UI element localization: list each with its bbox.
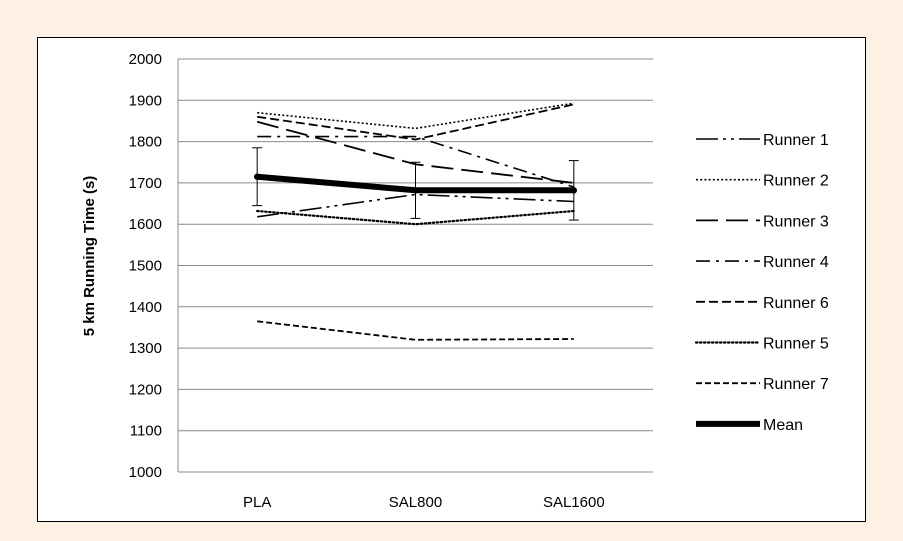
x-tick-label-sal800: SAL800 xyxy=(389,494,442,511)
x-tick-labels: PLA SAL800 SAL1600 xyxy=(243,494,605,511)
y-tick-labels: 1000 1100 1200 1300 1400 1500 1600 1700 1800 1900… xyxy=(129,51,162,481)
y-tick-label-1200: 1200 xyxy=(129,381,162,398)
y-tick-label-1700: 1700 xyxy=(129,175,162,192)
x-tick-label-sal1600: SAL1600 xyxy=(543,494,605,511)
error-bar-sal1600 xyxy=(568,160,579,221)
y-tick-label-1600: 1600 xyxy=(129,216,162,233)
y-tick-label-1100: 1100 xyxy=(130,423,162,440)
x-tick-label-pla: PLA xyxy=(243,494,271,511)
series-line-runner-7 xyxy=(257,320,574,341)
y-tick-label-1300: 1300 xyxy=(129,340,162,357)
y-axis-title: 5 km Running Time (s) xyxy=(81,176,98,337)
legend-label-runner-3: Runner 3 xyxy=(763,213,829,230)
legend-item-runner-2: Runner 2 xyxy=(696,173,829,190)
y-tick-label-2000: 2000 xyxy=(129,51,162,68)
legend-label-runner-5: Runner 5 xyxy=(763,336,829,353)
y-tick-label-1500: 1500 xyxy=(129,258,162,275)
legend-item-runner-4: Runner 4 xyxy=(696,254,829,271)
series-lines xyxy=(253,102,578,341)
legend: Runner 1 Runner 2 Runner 3 Runner 4 Runner 6… xyxy=(694,132,829,434)
y-tick-label-1900: 1900 xyxy=(129,92,162,109)
legend-label-runner-4: Runner 4 xyxy=(763,254,829,271)
series-line-runner-6 xyxy=(257,103,574,141)
y-tick-label-1800: 1800 xyxy=(129,134,162,151)
legend-label-runner-2: Runner 2 xyxy=(763,173,829,190)
series-line-runner-4 xyxy=(257,135,575,188)
series-line-runner-5 xyxy=(256,209,575,226)
chart-frame: 1000 1100 1200 1300 1400 1500 1600 1700 1800 1900… xyxy=(37,37,866,522)
legend-item-runner-3: Runner 3 xyxy=(696,213,829,230)
error-bars xyxy=(252,147,579,221)
legend-label-runner-6: Runner 6 xyxy=(763,295,829,312)
series-line-runner-1 xyxy=(257,193,574,218)
gridlines xyxy=(177,58,653,473)
legend-label-runner-1: Runner 1 xyxy=(763,132,829,149)
line-chart: 1000 1100 1200 1300 1400 1500 1600 1700 1800 1900… xyxy=(81,51,829,511)
series-line-runner-2 xyxy=(257,102,574,130)
legend-item-runner-6: Runner 6 xyxy=(696,295,829,312)
error-bar-pla xyxy=(252,147,263,207)
legend-label-runner-7: Runner 7 xyxy=(763,376,829,393)
y-tick-label-1000: 1000 xyxy=(129,464,162,481)
legend-item-mean: Mean xyxy=(696,417,803,434)
legend-item-runner-1: Runner 1 xyxy=(696,132,829,149)
legend-item-runner-5: Runner 5 xyxy=(694,336,829,353)
error-bar-sal800 xyxy=(410,161,421,219)
y-tick-label-1400: 1400 xyxy=(129,299,162,316)
legend-label-mean: Mean xyxy=(763,417,803,434)
legend-item-runner-7: Runner 7 xyxy=(696,376,829,393)
